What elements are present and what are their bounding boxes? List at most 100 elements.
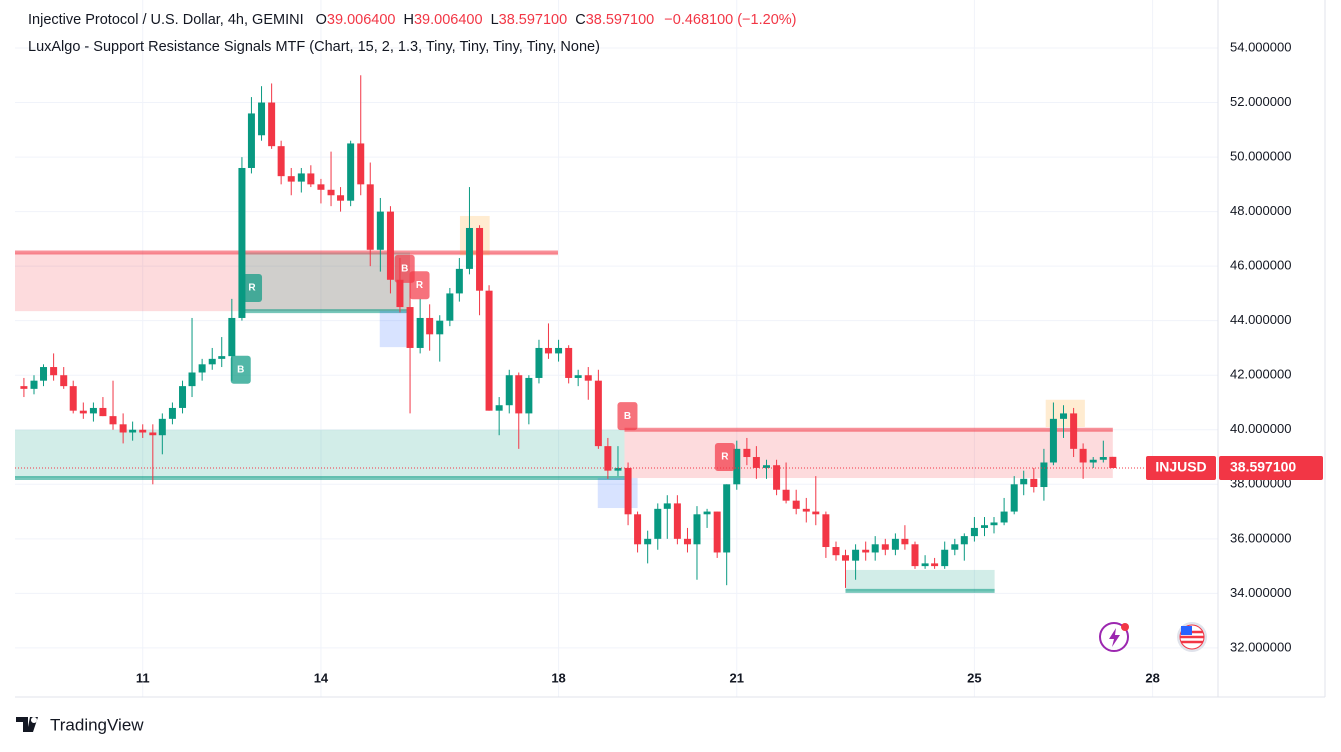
candle-body	[455, 268, 463, 294]
candle-body	[1030, 478, 1038, 488]
y-tick-label: 44.000000	[1230, 312, 1291, 327]
candle-body	[179, 386, 187, 408]
candle-body	[565, 347, 573, 378]
candle-body	[693, 514, 701, 545]
candle-body	[89, 407, 97, 414]
candle-body	[852, 549, 860, 561]
zone	[15, 252, 411, 312]
bolt	[1109, 628, 1120, 647]
candle-body	[871, 544, 879, 553]
candle-body	[505, 375, 513, 406]
candle-body	[960, 536, 968, 545]
candle-body	[634, 514, 642, 545]
candle-body	[198, 364, 206, 373]
candle-body	[713, 511, 721, 553]
candle-body	[287, 176, 295, 182]
ohlc-label: H	[404, 12, 414, 28]
signal-badge	[409, 271, 430, 300]
candle-body	[238, 167, 246, 318]
candle-body	[366, 184, 374, 250]
candle-body	[654, 508, 662, 539]
candle-body	[119, 424, 127, 433]
candle-body	[1020, 478, 1028, 485]
candle-body	[1049, 418, 1057, 463]
grid	[15, 0, 1218, 697]
candle-body	[891, 538, 899, 550]
candle-body	[208, 358, 216, 365]
y-tick-label: 52.000000	[1230, 94, 1291, 109]
candle-body	[1000, 511, 1008, 523]
candle-body	[69, 386, 77, 411]
candle-body	[525, 377, 533, 414]
candle-body	[1040, 462, 1048, 488]
candle-body	[822, 514, 830, 548]
candle-body	[60, 375, 68, 387]
ohlc-label: O	[316, 12, 327, 28]
candle-body	[802, 508, 810, 512]
candle-body	[495, 405, 503, 411]
signal-label: R	[721, 452, 729, 463]
candle-body	[921, 563, 929, 567]
candle-body	[446, 293, 454, 321]
candle-body	[614, 467, 622, 471]
candle-body	[416, 317, 424, 348]
candle-body	[109, 416, 117, 425]
candle-body	[941, 549, 949, 567]
candle-body	[752, 457, 760, 468]
candle-body	[158, 418, 166, 436]
candle-body	[426, 317, 434, 335]
candle-body	[307, 173, 315, 185]
candle-body	[792, 500, 800, 509]
candle-body	[673, 503, 681, 539]
candle-body	[782, 489, 790, 501]
axes: 32.00000034.00000036.00000038.00000040.0…	[136, 39, 1292, 685]
ohlc-label: L	[491, 12, 499, 28]
candle-body	[277, 146, 285, 177]
candle-body	[743, 448, 751, 458]
signal-badge	[714, 443, 735, 472]
candle-body	[723, 484, 731, 553]
candle-body	[436, 320, 444, 335]
candle-body	[515, 375, 523, 414]
candle-body	[327, 189, 335, 196]
price-tag: INJUSD 38.597100	[15, 456, 1323, 481]
y-tick-label: 36.000000	[1230, 530, 1291, 545]
zone	[379, 310, 411, 348]
x-tick-label: 21	[730, 670, 744, 685]
candle-body	[396, 279, 404, 308]
candle-body	[1109, 456, 1117, 469]
candle-body	[862, 549, 870, 553]
alert-dot	[1121, 623, 1129, 631]
candle-body	[337, 195, 345, 201]
zone	[459, 215, 490, 256]
candle-body	[386, 211, 394, 280]
x-tick-label: 28	[1145, 670, 1159, 685]
y-tick-label: 50.000000	[1230, 149, 1291, 164]
candle-body	[881, 544, 889, 550]
signal-label: B	[237, 364, 244, 375]
price-tag-box	[1219, 456, 1323, 481]
candle-body	[990, 522, 998, 526]
y-tick-label: 54.000000	[1230, 39, 1291, 54]
candle-body	[535, 347, 543, 378]
x-tick-label: 25	[967, 670, 981, 685]
price-tag-label: 38.597100	[1230, 459, 1296, 475]
candle-body	[762, 465, 770, 468]
zone	[15, 429, 625, 479]
candle-body	[1010, 484, 1018, 512]
candle-body	[683, 538, 691, 545]
ohlc-value: 38.597100	[586, 12, 655, 28]
symbol-title: Injective Protocol / U.S. Dollar, 4h, GE…	[28, 12, 304, 28]
candle-body	[1099, 457, 1107, 460]
flag-canton	[1181, 626, 1192, 635]
brand-name: TradingView	[50, 715, 144, 734]
candles	[20, 75, 1117, 588]
candle-body	[812, 511, 820, 515]
ohlc-value: 38.597100	[499, 12, 568, 28]
symbol-tag	[1146, 456, 1216, 481]
alert-icon[interactable]	[1099, 622, 1129, 652]
signal-label: R	[416, 280, 424, 291]
brand-logo	[16, 717, 38, 732]
candle-body	[247, 113, 255, 168]
zone	[624, 429, 1113, 479]
